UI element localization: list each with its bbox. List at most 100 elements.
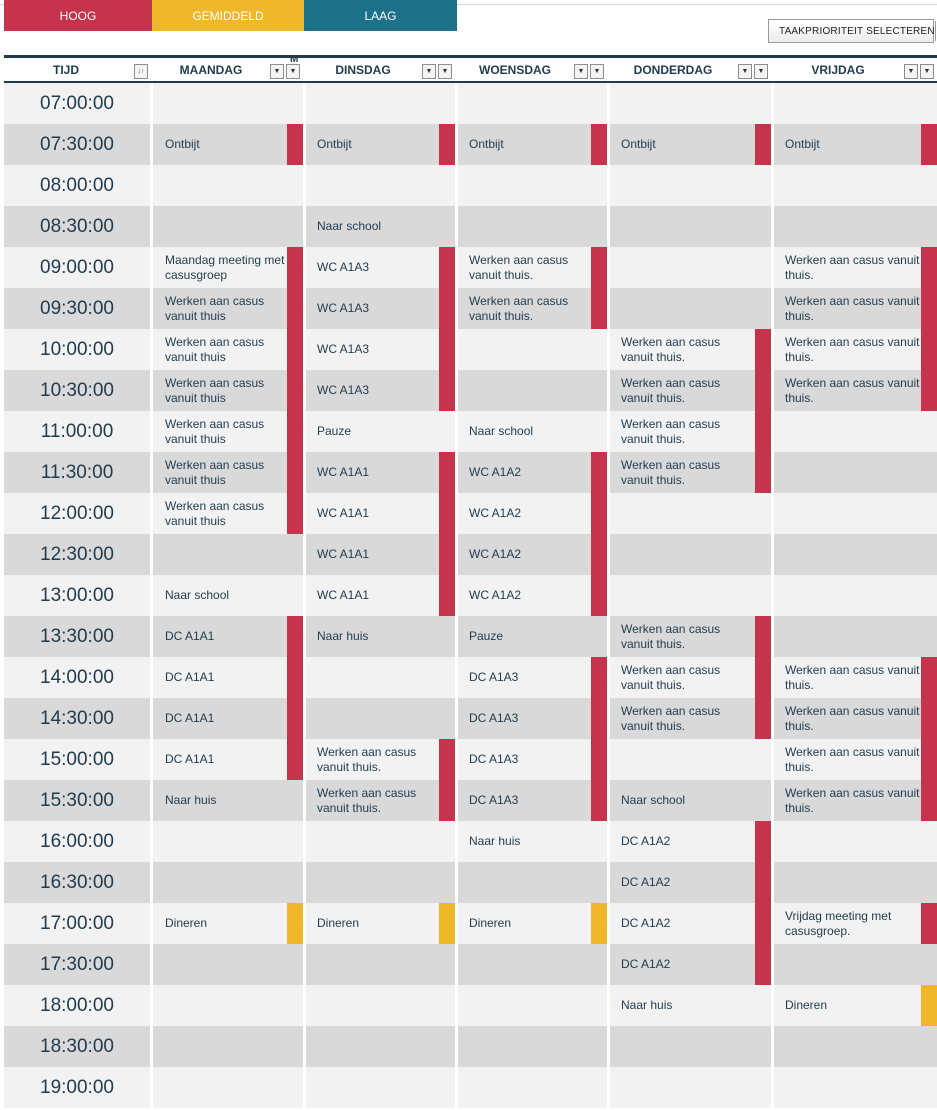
- schedule-cell-donderdag[interactable]: Werken aan casus vanuit thuis.: [621, 334, 721, 364]
- schedule-cell-woensdag[interactable]: WC A1A2: [469, 506, 522, 520]
- schedule-cell-dinsdag[interactable]: [305, 83, 455, 124]
- schedule-cell-donderdag[interactable]: [609, 534, 771, 575]
- schedule-cell-dinsdag[interactable]: Naar huis: [317, 629, 369, 643]
- schedule-cell-dinsdag[interactable]: WC A1A3: [317, 383, 370, 397]
- schedule-cell-vrijdag[interactable]: Vrijdag meeting met casusgroep.: [785, 908, 892, 938]
- schedule-cell-donderdag[interactable]: [609, 493, 771, 534]
- column-dropdown-icon[interactable]: ▼: [920, 64, 934, 79]
- schedule-cell-vrijdag[interactable]: [773, 575, 937, 616]
- schedule-cell-maandag[interactable]: Naar huis: [165, 793, 217, 807]
- schedule-cell-donderdag[interactable]: DC A1A2: [621, 957, 671, 971]
- schedule-cell-vrijdag[interactable]: [773, 165, 937, 206]
- schedule-cell-vrijdag[interactable]: [773, 1067, 937, 1108]
- schedule-cell-vrijdag[interactable]: Werken aan casus vanuit thuis.: [785, 252, 920, 282]
- schedule-cell-dinsdag[interactable]: [305, 1026, 455, 1067]
- schedule-cell-donderdag[interactable]: Werken aan casus vanuit thuis.: [621, 375, 721, 405]
- column-dropdown-icon[interactable]: ▼: [754, 64, 768, 79]
- schedule-cell-woensdag[interactable]: [457, 862, 607, 903]
- schedule-cell-maandag[interactable]: Dineren: [165, 916, 208, 930]
- schedule-cell-woensdag[interactable]: Dineren: [469, 916, 512, 930]
- schedule-cell-dinsdag[interactable]: Pauze: [317, 424, 352, 438]
- schedule-cell-vrijdag[interactable]: Werken aan casus vanuit thuis.: [785, 375, 920, 405]
- filter-dropdown-icon[interactable]: ▼: [738, 64, 752, 79]
- schedule-cell-vrijdag[interactable]: [773, 493, 937, 534]
- schedule-cell-maandag[interactable]: Werken aan casus vanuit thuis: [165, 375, 265, 405]
- schedule-cell-dinsdag[interactable]: WC A1A1: [317, 547, 370, 561]
- schedule-cell-maandag[interactable]: DC A1A1: [165, 711, 215, 725]
- schedule-cell-woensdag[interactable]: Werken aan casus vanuit thuis.: [469, 293, 569, 323]
- schedule-cell-woensdag[interactable]: Naar huis: [469, 834, 521, 848]
- schedule-cell-donderdag[interactable]: [609, 247, 771, 288]
- filter-dropdown-icon[interactable]: ▼: [270, 64, 284, 79]
- schedule-cell-donderdag[interactable]: [609, 83, 771, 124]
- schedule-cell-dinsdag[interactable]: Naar school: [317, 219, 382, 233]
- schedule-cell-dinsdag[interactable]: WC A1A1: [317, 588, 370, 602]
- schedule-cell-dinsdag[interactable]: WC A1A3: [317, 260, 370, 274]
- schedule-cell-donderdag[interactable]: DC A1A2: [621, 875, 671, 889]
- schedule-cell-maandag[interactable]: [153, 1067, 303, 1108]
- schedule-cell-woensdag[interactable]: [457, 329, 607, 370]
- schedule-cell-maandag[interactable]: [153, 821, 303, 862]
- schedule-cell-maandag[interactable]: Ontbijt: [165, 137, 200, 151]
- schedule-cell-dinsdag[interactable]: [305, 657, 455, 698]
- schedule-cell-maandag[interactable]: Werken aan casus vanuit thuis: [165, 293, 265, 323]
- schedule-cell-maandag[interactable]: [153, 985, 303, 1026]
- schedule-cell-donderdag[interactable]: [609, 1026, 771, 1067]
- schedule-cell-dinsdag[interactable]: Werken aan casus vanuit thuis.: [317, 785, 417, 815]
- schedule-cell-maandag[interactable]: DC A1A1: [165, 752, 215, 766]
- schedule-cell-donderdag[interactable]: Werken aan casus vanuit thuis.: [621, 457, 721, 487]
- schedule-cell-donderdag[interactable]: Werken aan casus vanuit thuis.: [621, 703, 721, 733]
- schedule-cell-vrijdag[interactable]: Werken aan casus vanuit thuis.: [785, 334, 920, 364]
- schedule-cell-dinsdag[interactable]: WC A1A3: [317, 342, 370, 356]
- schedule-cell-woensdag[interactable]: DC A1A3: [469, 670, 519, 684]
- schedule-cell-vrijdag[interactable]: Werken aan casus vanuit thuis.: [785, 744, 920, 774]
- schedule-cell-vrijdag[interactable]: [773, 862, 937, 903]
- schedule-cell-dinsdag[interactable]: [305, 698, 455, 739]
- schedule-cell-dinsdag[interactable]: [305, 944, 455, 985]
- schedule-cell-woensdag[interactable]: [457, 944, 607, 985]
- schedule-cell-maandag[interactable]: Werken aan casus vanuit thuis: [165, 416, 265, 446]
- schedule-cell-maandag[interactable]: [153, 534, 303, 575]
- filter-dropdown-icon[interactable]: ▼: [574, 64, 588, 79]
- schedule-cell-vrijdag[interactable]: [773, 1026, 937, 1067]
- schedule-cell-woensdag[interactable]: [457, 985, 607, 1026]
- schedule-cell-donderdag[interactable]: [609, 165, 771, 206]
- schedule-cell-dinsdag[interactable]: WC A1A1: [317, 506, 370, 520]
- schedule-cell-vrijdag[interactable]: Dineren: [785, 998, 828, 1012]
- schedule-cell-maandag[interactable]: Naar school: [165, 588, 230, 602]
- schedule-cell-maandag[interactable]: DC A1A1: [165, 629, 215, 643]
- schedule-cell-maandag[interactable]: [153, 862, 303, 903]
- filter-dropdown-icon[interactable]: ▼: [422, 64, 436, 79]
- schedule-cell-dinsdag[interactable]: Dineren: [317, 916, 360, 930]
- schedule-cell-maandag[interactable]: Maandag meeting met casusgroep: [165, 252, 285, 282]
- schedule-cell-dinsdag[interactable]: WC A1A3: [317, 301, 370, 315]
- schedule-cell-woensdag[interactable]: [457, 206, 607, 247]
- schedule-cell-vrijdag[interactable]: [773, 411, 937, 452]
- schedule-cell-donderdag[interactable]: Naar school: [621, 793, 686, 807]
- schedule-cell-vrijdag[interactable]: [773, 821, 937, 862]
- schedule-cell-vrijdag[interactable]: Werken aan casus vanuit thuis.: [785, 785, 920, 815]
- schedule-cell-woensdag[interactable]: Werken aan casus vanuit thuis.: [469, 252, 569, 282]
- schedule-cell-donderdag[interactable]: [609, 739, 771, 780]
- task-priority-select[interactable]: TAAKPRIORITEIT SELECTEREN ▼: [768, 19, 937, 43]
- schedule-cell-dinsdag[interactable]: [305, 862, 455, 903]
- schedule-cell-dinsdag[interactable]: [305, 821, 455, 862]
- schedule-cell-maandag[interactable]: [153, 1026, 303, 1067]
- schedule-cell-woensdag[interactable]: DC A1A3: [469, 793, 519, 807]
- schedule-cell-maandag[interactable]: DC A1A1: [165, 670, 215, 684]
- schedule-cell-woensdag[interactable]: [457, 83, 607, 124]
- schedule-cell-vrijdag[interactable]: Werken aan casus vanuit thuis.: [785, 703, 920, 733]
- schedule-cell-vrijdag[interactable]: [773, 616, 937, 657]
- schedule-cell-vrijdag[interactable]: [773, 534, 937, 575]
- schedule-cell-vrijdag[interactable]: [773, 452, 937, 493]
- schedule-cell-dinsdag[interactable]: [305, 165, 455, 206]
- filter-dropdown-icon[interactable]: ▼: [904, 64, 918, 79]
- schedule-cell-vrijdag[interactable]: [773, 944, 937, 985]
- schedule-cell-donderdag[interactable]: DC A1A2: [621, 916, 671, 930]
- column-dropdown-icon[interactable]: ▼: [286, 64, 300, 79]
- schedule-cell-woensdag[interactable]: Pauze: [469, 629, 504, 643]
- schedule-cell-vrijdag[interactable]: [773, 83, 937, 124]
- schedule-cell-vrijdag[interactable]: Ontbijt: [785, 137, 820, 151]
- schedule-cell-maandag[interactable]: Werken aan casus vanuit thuis: [165, 457, 265, 487]
- schedule-cell-dinsdag[interactable]: [305, 1067, 455, 1108]
